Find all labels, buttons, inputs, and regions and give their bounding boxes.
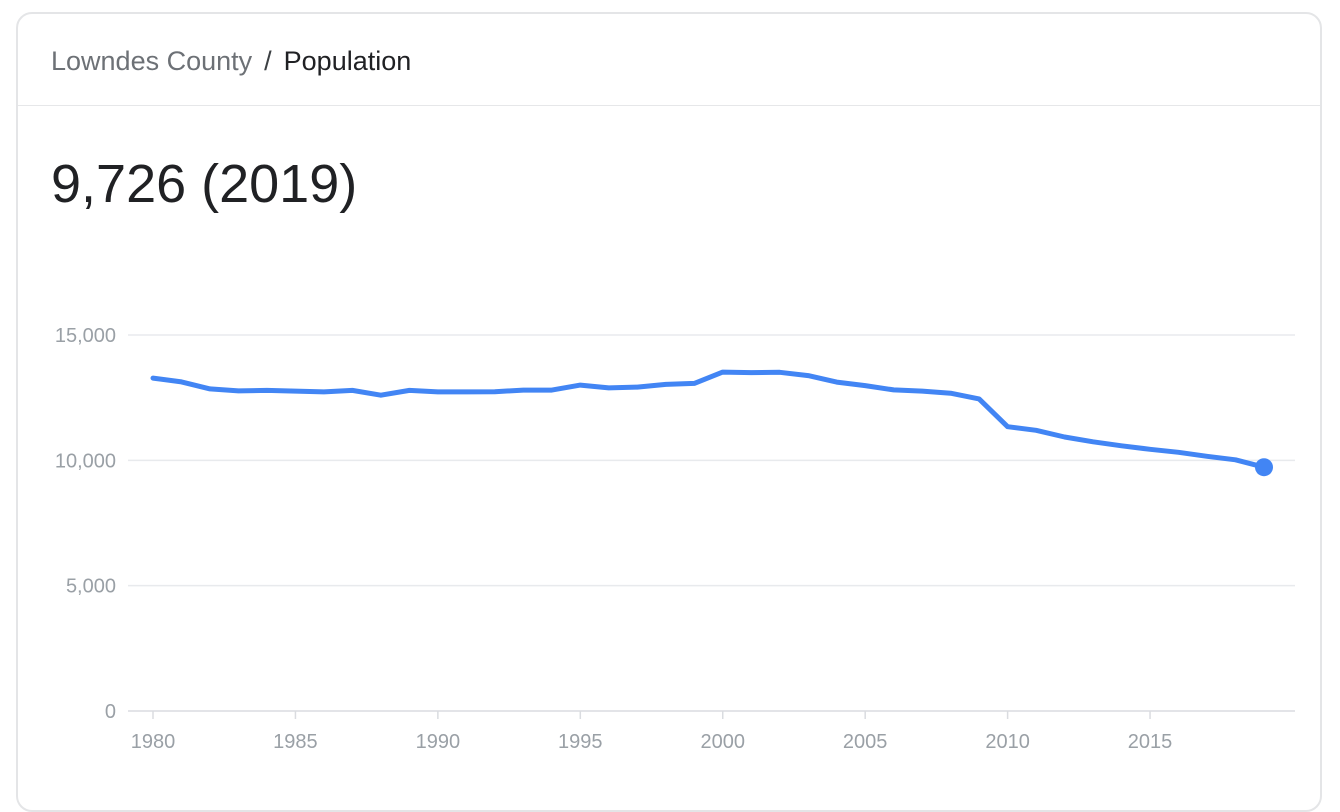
card-header: Lowndes County / Population <box>18 14 1320 106</box>
population-card: Lowndes County / Population 9,726 (2019) <box>16 12 1322 812</box>
y-tick-label: 0 <box>105 701 116 723</box>
y-tick-label: 5,000 <box>66 576 116 598</box>
breadcrumb-separator: / <box>264 46 272 76</box>
x-tick-label: 2010 <box>985 731 1030 753</box>
y-axis-ticks: 0 5,000 10,000 15,000 <box>55 325 116 723</box>
x-tick-label: 1995 <box>558 731 603 753</box>
x-tick-label: 1985 <box>273 731 318 753</box>
breadcrumb-current: Population <box>283 46 412 76</box>
y-tick-label: 15,000 <box>55 325 116 347</box>
x-tick-label: 2000 <box>700 731 745 753</box>
x-tick-label: 1980 <box>131 731 176 753</box>
series-layer <box>150 369 1273 477</box>
x-tick-label: 2015 <box>1128 731 1173 753</box>
x-tick-label: 1990 <box>416 731 461 753</box>
y-tick-label: 10,000 <box>55 450 116 472</box>
x-tick-label: 2005 <box>843 731 888 753</box>
population-series-line <box>150 369 1267 470</box>
x-axis-ticks: 1980 1985 1990 1995 2000 2005 2010 2015 <box>131 711 1173 753</box>
breadcrumb-county-link[interactable]: Lowndes County <box>51 46 253 76</box>
latest-value-point[interactable] <box>1255 458 1273 477</box>
headline-value: 9,726 (2019) <box>51 154 358 214</box>
breadcrumb: Lowndes County / Population <box>51 44 411 78</box>
grid-lines <box>128 334 1295 712</box>
